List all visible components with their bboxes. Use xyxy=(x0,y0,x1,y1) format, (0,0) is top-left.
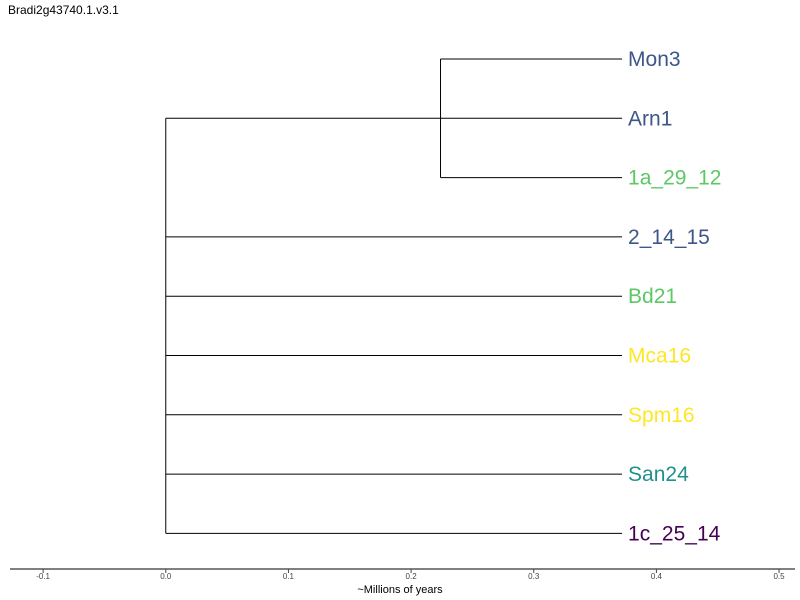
leaf-label-1c_25_14: 1c_25_14 xyxy=(628,522,721,545)
x-tick-label: 0.2 xyxy=(406,572,418,581)
leaf-label-San24: San24 xyxy=(628,463,689,486)
x-tick-label: -0.1 xyxy=(36,572,50,581)
x-tick-label: 0.4 xyxy=(651,572,663,581)
leaf-label-2_14_15: 2_14_15 xyxy=(628,226,710,249)
leaf-label-Mon3: Mon3 xyxy=(628,48,681,71)
x-axis-title: ~Millions of years xyxy=(357,584,443,596)
x-tick-label: 0.1 xyxy=(283,572,295,581)
leaf-label-Arn1: Arn1 xyxy=(628,107,672,130)
leaf-label-Mca16: Mca16 xyxy=(628,345,691,368)
x-tick-label: 0.0 xyxy=(160,572,172,581)
leaf-label-1a_29_12: 1a_29_12 xyxy=(628,167,721,190)
gene-title: Bradi2g43740.1.v3.1 xyxy=(8,3,119,17)
leaf-label-Spm16: Spm16 xyxy=(628,404,695,427)
x-tick-label: 0.5 xyxy=(773,572,785,581)
x-tick-label: 0.3 xyxy=(528,572,540,581)
leaf-label-Bd21: Bd21 xyxy=(628,285,677,308)
